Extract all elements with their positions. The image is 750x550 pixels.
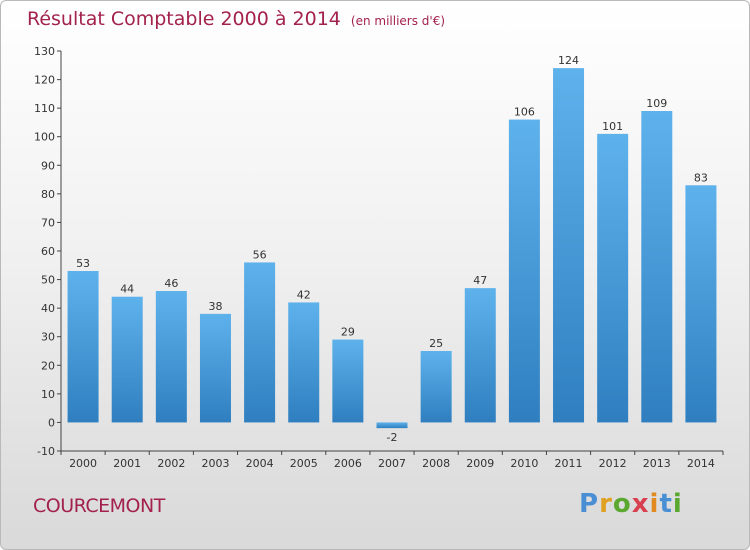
data-label-2003: 38: [208, 300, 222, 313]
data-label-2011: 124: [558, 54, 579, 67]
data-labels: 53 44 46 38 56 42 29 -2 25 47 106 124 101 109 83: [76, 54, 708, 444]
x-tick-label-2004: 2004: [246, 457, 274, 470]
bar-2000: [67, 271, 99, 423]
axes: -10 0 10 20 30 40 50 60 70 80 90 100 110 120 130 2000 20…: [34, 45, 724, 470]
data-label-2013: 109: [646, 97, 667, 110]
y-tick-label: -10: [37, 445, 55, 458]
bar-2002: [155, 291, 187, 423]
x-tick-label-2012: 2012: [599, 457, 627, 470]
data-label-2004: 56: [253, 248, 267, 261]
x-tick-label-2011: 2011: [555, 457, 583, 470]
y-tick-label: 30: [41, 331, 55, 344]
x-tick-label-2006: 2006: [334, 457, 362, 470]
x-tick-label-2000: 2000: [69, 457, 97, 470]
bar-2012: [597, 133, 629, 423]
data-label-2010: 106: [514, 106, 535, 119]
bar-2013: [641, 111, 673, 423]
y-tick-label: 40: [41, 302, 55, 315]
y-tick-label: 70: [41, 216, 55, 229]
proxiti-logo: Proxiti: [579, 489, 683, 519]
data-label-2001: 44: [120, 283, 134, 296]
y-tick-label: 90: [41, 159, 55, 172]
chart-title: Résultat Comptable 2000 à 2014 (en millie…: [27, 8, 445, 30]
data-label-2006: 29: [341, 326, 355, 339]
y-tick-label: 120: [34, 74, 55, 87]
bar-2014: [685, 185, 717, 423]
data-label-2007: -2: [387, 431, 398, 444]
x-tick-label-2010: 2010: [510, 457, 538, 470]
y-tick-label: 80: [41, 188, 55, 201]
bar-2009: [464, 288, 496, 423]
y-tick-label: 20: [41, 359, 55, 372]
title-unit: (en milliers d'€): [350, 14, 446, 28]
x-tick-label-2009: 2009: [466, 457, 494, 470]
x-tick-label-2013: 2013: [643, 457, 671, 470]
bar-2006: [332, 339, 364, 423]
y-tick-label: 60: [41, 245, 55, 258]
y-tick-label: 50: [41, 274, 55, 287]
data-label-2012: 101: [602, 120, 623, 133]
x-tick-label-2003: 2003: [201, 457, 229, 470]
x-tick-label-2001: 2001: [113, 457, 141, 470]
bar-2011: [553, 68, 585, 423]
bar-2001: [111, 296, 143, 423]
y-tick-label: 100: [34, 131, 55, 144]
data-label-2005: 42: [297, 288, 311, 301]
y-tick-label: 110: [34, 102, 55, 115]
bar-2005: [288, 302, 320, 423]
bar-2003: [199, 313, 231, 423]
x-tick-label-2008: 2008: [422, 457, 450, 470]
data-label-2000: 53: [76, 257, 90, 270]
bars: [67, 68, 717, 429]
x-tick-label-2007: 2007: [378, 457, 406, 470]
x-tick-label-2005: 2005: [290, 457, 318, 470]
data-label-2008: 25: [429, 337, 443, 350]
y-tick-label: 130: [34, 45, 55, 58]
y-tick-label: 10: [41, 388, 55, 401]
data-label-2009: 47: [473, 274, 487, 287]
title-text: Résultat Comptable 2000 à 2014: [27, 8, 341, 30]
data-label-2002: 46: [164, 277, 178, 290]
bar-2004: [244, 262, 276, 423]
x-tick-label-2002: 2002: [157, 457, 185, 470]
data-label-2014: 83: [694, 171, 708, 184]
place-name: COURCEMONT: [33, 495, 165, 517]
bar-2007: [376, 422, 408, 429]
y-tick-label: 0: [48, 416, 55, 429]
bar-2008: [420, 351, 452, 423]
x-tick-label-2014: 2014: [687, 457, 715, 470]
bar-2010: [508, 119, 540, 423]
